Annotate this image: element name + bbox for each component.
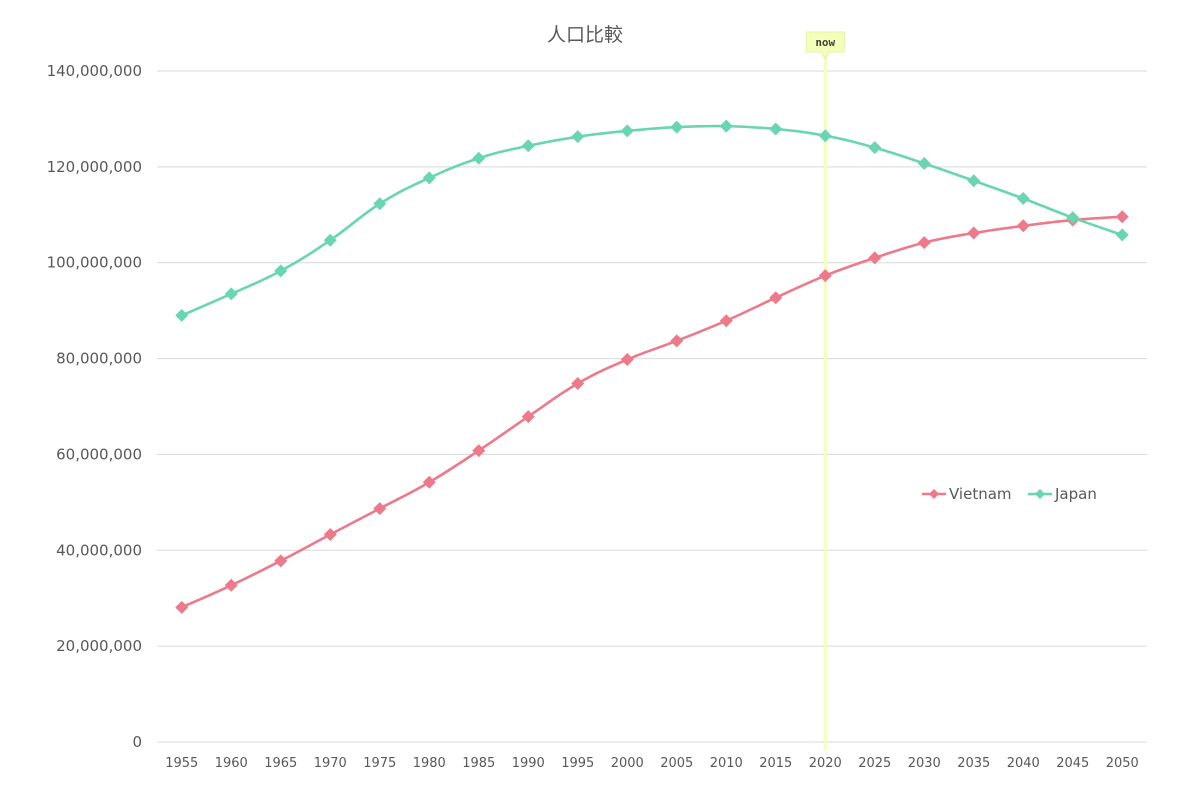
data-point-vietnam-2035 (967, 226, 981, 240)
data-point-japan-2030 (917, 157, 931, 171)
data-point-vietnam-2025 (868, 251, 882, 265)
series-line-japan (181, 124, 1123, 317)
x-tick-label: 1970 (314, 756, 347, 771)
data-point-japan-1955 (175, 308, 189, 322)
data-point-vietnam-2020 (818, 269, 832, 283)
data-point-vietnam-2000 (620, 353, 634, 367)
y-tick-label: 0 (132, 733, 142, 751)
now-marker-callout (805, 31, 845, 61)
data-point-japan-1960 (224, 287, 238, 301)
x-tick-label: 1975 (363, 756, 396, 771)
data-point-vietnam-2030 (917, 236, 931, 250)
data-point-vietnam-2005 (670, 334, 684, 348)
data-point-japan-2040 (1016, 191, 1030, 205)
data-point-japan-2010 (719, 119, 733, 133)
data-point-japan-2020 (818, 129, 832, 143)
x-tick-label: 2040 (1007, 756, 1040, 771)
legend-marker (1035, 489, 1045, 499)
data-point-vietnam-1985 (472, 444, 486, 458)
data-point-japan-2005 (670, 120, 684, 134)
data-point-japan-1975 (373, 197, 387, 211)
chart-title: 人口比較 (547, 24, 623, 46)
legend-label: Japan (1054, 485, 1097, 503)
x-tick-label: 2020 (809, 756, 842, 771)
x-tick-label: 1965 (264, 756, 297, 771)
series-vietnam (175, 210, 1129, 614)
data-point-japan-1985 (472, 151, 486, 165)
legend: Vietnam Japan (922, 485, 1097, 503)
data-point-vietnam-2040 (1016, 219, 1030, 233)
x-tick-label: 2005 (660, 756, 693, 771)
x-tick-label: 2000 (611, 756, 644, 771)
data-point-vietnam-1990 (521, 410, 535, 424)
y-tick-label: 100,000,000 (47, 254, 142, 272)
x-tick-label: 2045 (1056, 756, 1089, 771)
x-tick-label: 2050 (1106, 756, 1139, 771)
data-point-japan-1970 (323, 233, 337, 247)
legend-label: Vietnam (949, 485, 1012, 503)
data-point-japan-2025 (868, 141, 882, 155)
x-tick-label: 1980 (413, 756, 446, 771)
series-lines (175, 119, 1129, 614)
x-tick-label: 1960 (215, 756, 248, 771)
y-tick-label: 40,000,000 (56, 541, 142, 559)
legend-item-vietnam: Vietnam (922, 485, 1012, 503)
y-tick-label: 20,000,000 (56, 637, 142, 655)
data-point-japan-1995 (571, 130, 585, 144)
x-tick-label: 2010 (710, 756, 743, 771)
y-tick-label: 60,000,000 (56, 445, 142, 463)
data-point-japan-1990 (521, 139, 535, 153)
y-tick-label: 120,000,000 (47, 158, 142, 176)
x-axis-ticks: 1955 1960 1965 1970 1975 1980 1985 1990 1995 2000… (165, 756, 1139, 771)
x-tick-label: 1985 (462, 756, 495, 771)
data-point-vietnam-2015 (769, 291, 783, 305)
legend-marker (929, 489, 939, 499)
legend-item-japan: Japan (1028, 485, 1097, 503)
data-point-vietnam-1980 (422, 475, 436, 489)
data-point-vietnam-1970 (323, 527, 337, 541)
x-tick-label: 2035 (957, 756, 990, 771)
series-japan (175, 119, 1129, 322)
series-line-vietnam (181, 215, 1123, 609)
data-point-japan-2000 (620, 124, 634, 138)
data-point-vietnam-1995 (571, 376, 585, 390)
data-point-vietnam-1960 (224, 578, 238, 592)
data-point-japan-2050 (1115, 228, 1129, 242)
y-tick-label: 140,000,000 (47, 62, 142, 80)
data-point-vietnam-1955 (175, 600, 189, 614)
now-marker-label: now (815, 36, 835, 49)
data-point-japan-2015 (769, 122, 783, 136)
data-point-vietnam-2010 (719, 314, 733, 328)
x-tick-label: 1990 (512, 756, 545, 771)
data-point-japan-1980 (422, 171, 436, 185)
y-tick-label: 80,000,000 (56, 350, 142, 368)
x-tick-label: 2015 (759, 756, 792, 771)
data-point-vietnam-1965 (274, 554, 288, 568)
data-point-japan-2045 (1066, 211, 1080, 225)
gridlines (157, 70, 1147, 743)
x-tick-label: 2030 (908, 756, 941, 771)
y-axis-ticks: 0 20,000,000 40,000,000 60,000,000 80,000,00… (47, 62, 142, 751)
annotations: now (805, 31, 845, 750)
data-point-japan-1965 (274, 264, 288, 278)
x-tick-label: 2025 (858, 756, 891, 771)
x-tick-label: 1955 (165, 756, 198, 771)
data-point-vietnam-2050 (1115, 210, 1129, 224)
x-tick-label: 1995 (561, 756, 594, 771)
data-point-japan-2035 (967, 174, 981, 188)
data-point-vietnam-1975 (373, 502, 387, 516)
